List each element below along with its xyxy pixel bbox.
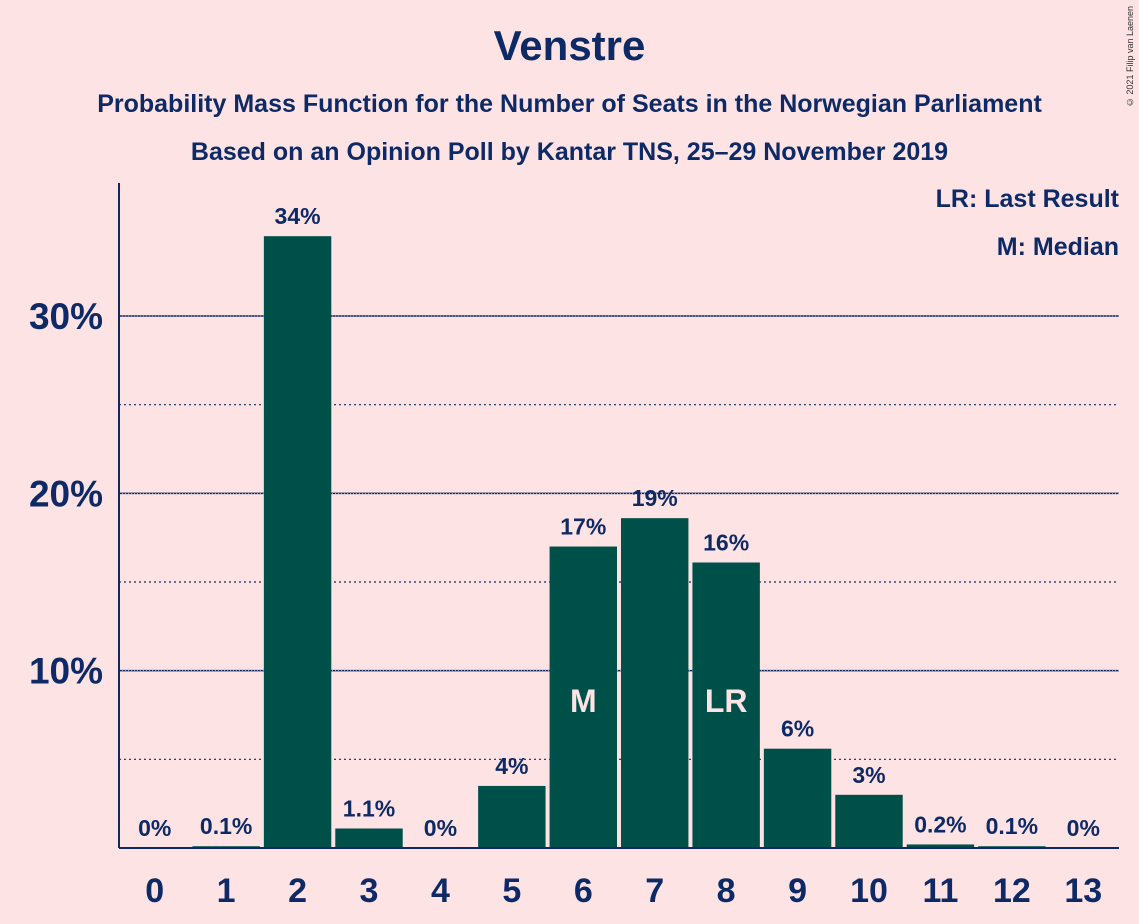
x-tick-label: 4 <box>431 872 450 910</box>
data-label: 0% <box>1067 815 1100 841</box>
data-label: 4% <box>495 753 528 779</box>
data-label: 6% <box>781 716 814 742</box>
data-label: 0% <box>424 815 457 841</box>
data-label: 17% <box>560 514 606 540</box>
data-label: 16% <box>703 529 749 555</box>
chart-subtitle-2: Based on an Opinion Poll by Kantar TNS, … <box>190 138 949 166</box>
bar <box>906 844 975 848</box>
data-label: 34% <box>275 203 321 229</box>
x-tick-label: 8 <box>717 872 736 910</box>
x-tick-label: 0 <box>145 872 164 910</box>
data-label: 19% <box>632 485 678 511</box>
x-tick-label: 5 <box>502 872 521 910</box>
x-tick-label: 12 <box>993 872 1031 910</box>
legend-median: M: Median <box>996 233 1119 261</box>
y-tick-label: 30% <box>29 296 103 337</box>
bar <box>549 546 617 848</box>
bar <box>478 785 546 848</box>
bar <box>835 794 903 848</box>
value-labels: 0% 0.1% 34% 1.1% 0% 4% 17% M 19% 16% LR 6% 3% 0.2% 0.1… <box>138 203 1100 841</box>
x-tick-label: 1 <box>217 872 236 910</box>
bar <box>763 748 832 848</box>
y-tick-label: 20% <box>29 473 103 514</box>
bar <box>621 518 689 848</box>
data-label: 0.2% <box>914 811 966 837</box>
data-label: 0% <box>138 815 171 841</box>
chart-subtitle-1: Probability Mass Function for the Number… <box>97 90 1042 118</box>
data-label: 1.1% <box>343 795 395 821</box>
x-tick-label: 10 <box>850 872 888 910</box>
y-tick-label: 10% <box>29 651 103 692</box>
legend-last-result: LR: Last Result <box>935 185 1119 213</box>
x-tick-label: 11 <box>922 872 958 910</box>
x-tick-label: 9 <box>788 872 807 910</box>
data-label: 0.1% <box>986 813 1038 839</box>
bars <box>192 236 1046 848</box>
data-label: 3% <box>852 762 885 788</box>
data-label: 0.1% <box>200 813 252 839</box>
bar <box>263 236 332 848</box>
bar-marker-label: LR <box>705 683 748 719</box>
chart-title: Venstre <box>493 22 646 69</box>
x-tick-label: 13 <box>1064 872 1102 910</box>
bar <box>335 828 403 848</box>
x-tick-label: 2 <box>288 872 307 910</box>
bar-marker-label: M <box>570 683 597 719</box>
x-tick-label: 3 <box>360 872 379 910</box>
x-tick-label: 7 <box>645 872 664 910</box>
x-axis: 0 1 2 3 4 5 6 7 8 9 10 11 12 13 <box>119 847 1119 910</box>
y-axis: 10% 20% 30% <box>29 183 120 848</box>
x-tick-label: 6 <box>574 872 593 910</box>
bar <box>692 562 760 848</box>
